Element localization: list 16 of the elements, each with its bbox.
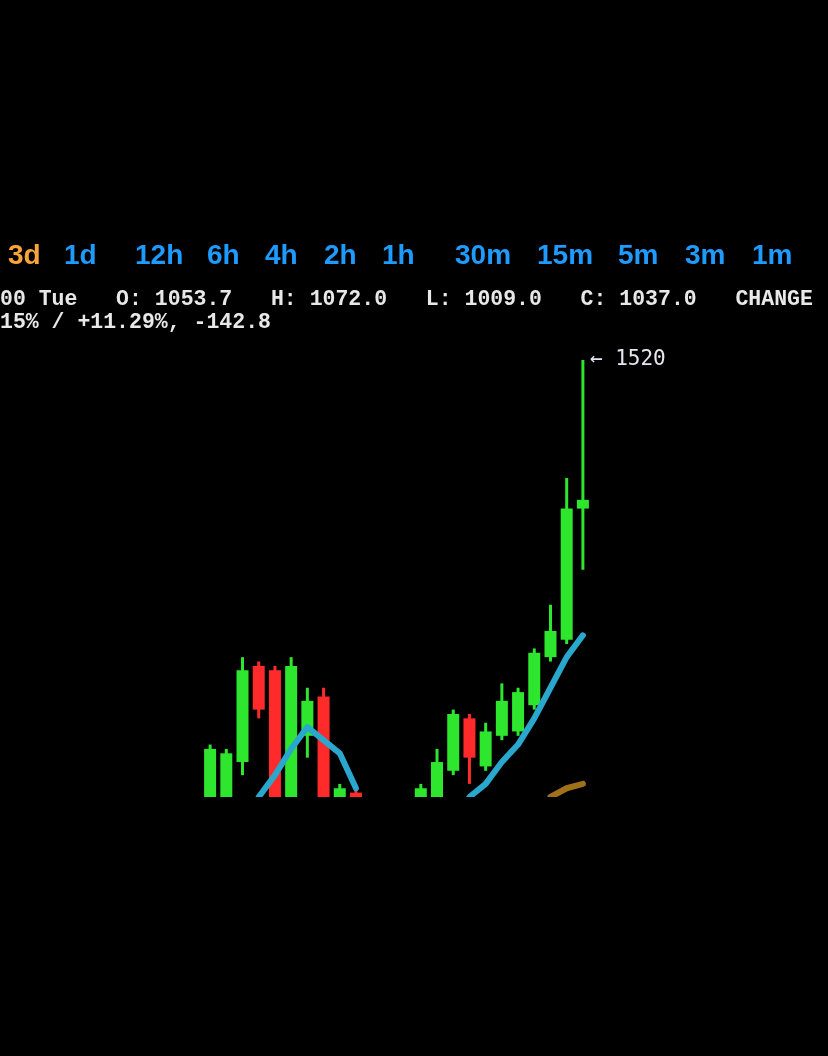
annotation: ← 1520	[589, 346, 666, 371]
chart-subtitle: 15% / +11.29%, -142.8	[0, 310, 271, 334]
text: 1h	[382, 239, 415, 270]
candlestick	[576, 360, 589, 570]
text: 12h	[135, 239, 184, 270]
text: 15m	[537, 239, 594, 270]
text: 2h	[324, 239, 357, 270]
text: 3m	[685, 239, 726, 270]
text: 30m	[455, 239, 512, 270]
text: 5m	[618, 239, 659, 270]
chart-title: 00 Tue O: 1053.7 H: 1072.0 L: 1009.0 C: 1037.0 CHANGE	[0, 287, 813, 311]
text: 4h	[265, 239, 298, 270]
text: 3d	[8, 239, 41, 270]
text: 1m	[752, 239, 793, 270]
text: 1d	[64, 239, 97, 270]
text: 6h	[207, 239, 240, 270]
